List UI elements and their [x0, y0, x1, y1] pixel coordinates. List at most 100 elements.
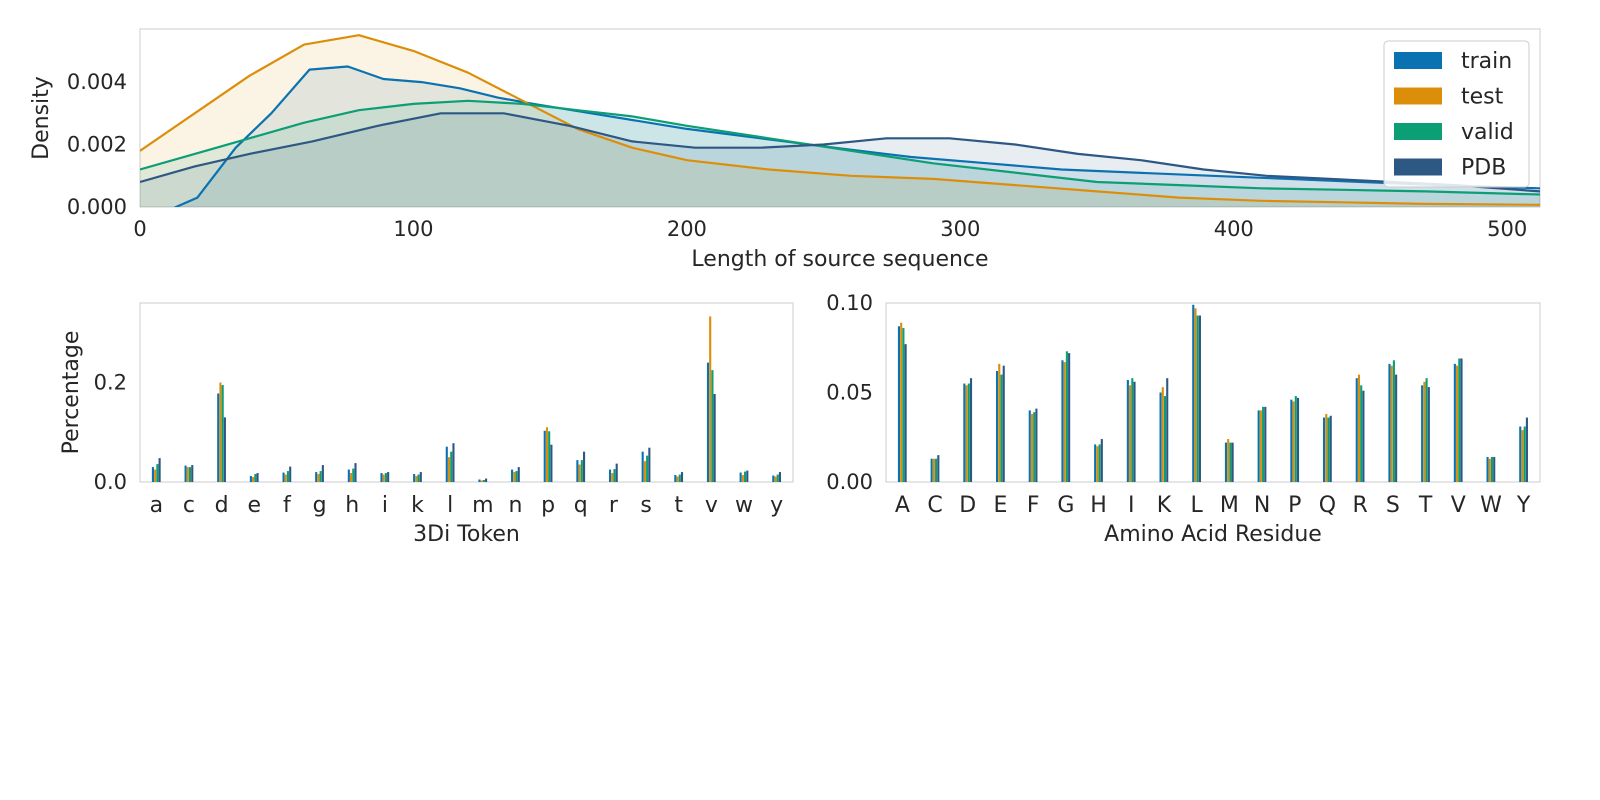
3di-bar-pdb — [419, 472, 422, 482]
y-tick-label: 0.00 — [826, 470, 873, 494]
3di-bar-test — [774, 476, 777, 482]
x-tick-label: L — [1191, 493, 1204, 518]
x-tick-label: k — [411, 493, 424, 518]
x-tick-label: y — [770, 493, 783, 518]
3di-bar-valid — [286, 471, 290, 482]
aa-bar-test — [1357, 374, 1361, 482]
aa-bar-pdb — [1329, 415, 1332, 482]
aa-bar-test — [1521, 430, 1524, 482]
aa-bar-valid — [1360, 385, 1363, 482]
x-tick-label: 500 — [1487, 217, 1527, 241]
aa-bar-test — [1390, 365, 1393, 482]
3di-bar-valid — [319, 471, 322, 482]
3di-bar-train — [380, 473, 383, 482]
3di-bar-train — [217, 393, 220, 482]
x-tick-label: w — [735, 493, 753, 518]
x-tick-label: A — [895, 493, 910, 518]
aa-bar-test — [900, 322, 903, 482]
x-tick-label: s — [640, 493, 651, 518]
aa-bar-valid — [1262, 406, 1265, 482]
aa-bar-pdb — [1035, 408, 1038, 482]
aa-bar-pdb — [1100, 439, 1103, 482]
y-tick-label: 0.10 — [826, 291, 873, 315]
3di-bar-valid — [744, 471, 747, 482]
3di-bar-valid — [384, 473, 387, 482]
3di-bar-valid — [352, 468, 355, 482]
y-tick-label: 0.0 — [94, 470, 127, 494]
3di-bar-pdb — [746, 470, 749, 482]
x-tick-label: F — [1027, 493, 1040, 518]
3di-bar-pdb — [191, 465, 194, 482]
3di-bar-pdb — [387, 472, 390, 482]
aa-bar-valid — [1000, 374, 1003, 482]
aa-bar-test — [1325, 413, 1328, 482]
3di-bar-train — [576, 460, 579, 482]
x-axis-label: Length of source sequence — [691, 247, 988, 272]
3di-bar-train — [249, 476, 252, 482]
x-tick-label: Q — [1319, 493, 1336, 518]
3di-bar-valid — [613, 469, 616, 482]
aa-bar-valid — [1131, 378, 1134, 482]
aa-bar-valid — [1229, 442, 1232, 482]
3di-bar-valid — [678, 474, 681, 482]
3di-bar-pdb — [485, 478, 488, 482]
aa-bar-valid — [902, 328, 905, 482]
aa-bar-test — [1227, 439, 1230, 482]
aa-bar-pdb — [1395, 374, 1398, 482]
3di-bar-train — [282, 472, 285, 482]
3di-bar-valid — [548, 431, 551, 482]
3di-bar-pdb — [648, 447, 651, 482]
aa-bar-train — [1519, 426, 1522, 482]
3di-bar-train — [478, 479, 481, 482]
aa-bar-valid — [1425, 378, 1428, 482]
x-tick-label: P — [1288, 493, 1301, 518]
aa-bar-train — [1486, 456, 1489, 482]
3di-bar-valid — [156, 464, 159, 482]
aa-bar-pdb — [904, 344, 907, 482]
x-tick-label: K — [1157, 493, 1172, 518]
x-tick-label: m — [472, 493, 493, 518]
3di-bar-test — [676, 476, 679, 482]
x-tick-label: M — [1220, 493, 1239, 518]
legend-label-test: test — [1461, 85, 1504, 110]
3di-bar-test — [447, 457, 451, 482]
aa-bar-train — [1126, 379, 1129, 482]
legend-label-pdb: PDB — [1461, 156, 1506, 181]
aa-bar-pdb — [1296, 397, 1300, 482]
x-tick-label: C — [927, 493, 942, 518]
3di-token-panel: a c d e f g h i k l m n p q r s t v w y 0.0 0.2 3Di Token Perce… — [59, 302, 794, 547]
legend-swatch-pdb — [1394, 158, 1442, 176]
y-axis-label: Density — [29, 76, 54, 160]
3di-bar-train — [347, 469, 350, 482]
legend-swatch-test — [1394, 87, 1442, 105]
3di-bar-valid — [188, 467, 192, 482]
aa-bar-test — [1292, 401, 1295, 482]
3di-bar-test — [578, 464, 581, 482]
aa-bar-pdb — [1460, 358, 1463, 482]
aa-bar-test — [1259, 410, 1262, 482]
3di-bar-valid — [482, 480, 485, 482]
aa-bar-train — [1290, 399, 1293, 482]
x-tick-label: a — [150, 493, 163, 518]
x-tick-label: G — [1057, 493, 1074, 518]
aa-bar-train — [1159, 392, 1162, 482]
3di-bar-test — [741, 475, 744, 482]
aa-bar-valid — [1163, 396, 1167, 482]
aa-bar-train — [897, 326, 901, 482]
x-tick-label: n — [508, 493, 522, 518]
3di-bar-pdb — [321, 465, 324, 482]
x-tick-label: Y — [1516, 493, 1531, 518]
3di-bar-train — [151, 467, 154, 482]
3di-bar-test — [219, 382, 222, 482]
density-line-test — [140, 34, 1540, 206]
x-axis-label: Amino Acid Residue — [1104, 522, 1322, 547]
3di-bar-test — [480, 480, 483, 482]
legend-swatch-valid — [1394, 123, 1442, 140]
3di-bar-test — [382, 474, 385, 482]
aa-bar-train — [996, 371, 999, 482]
x-tick-label: T — [1418, 493, 1433, 518]
aa-bar-valid — [1392, 360, 1395, 482]
3di-bar-train — [674, 475, 677, 482]
3di-bar-test — [545, 427, 549, 482]
x-tick-label: W — [1480, 493, 1502, 518]
